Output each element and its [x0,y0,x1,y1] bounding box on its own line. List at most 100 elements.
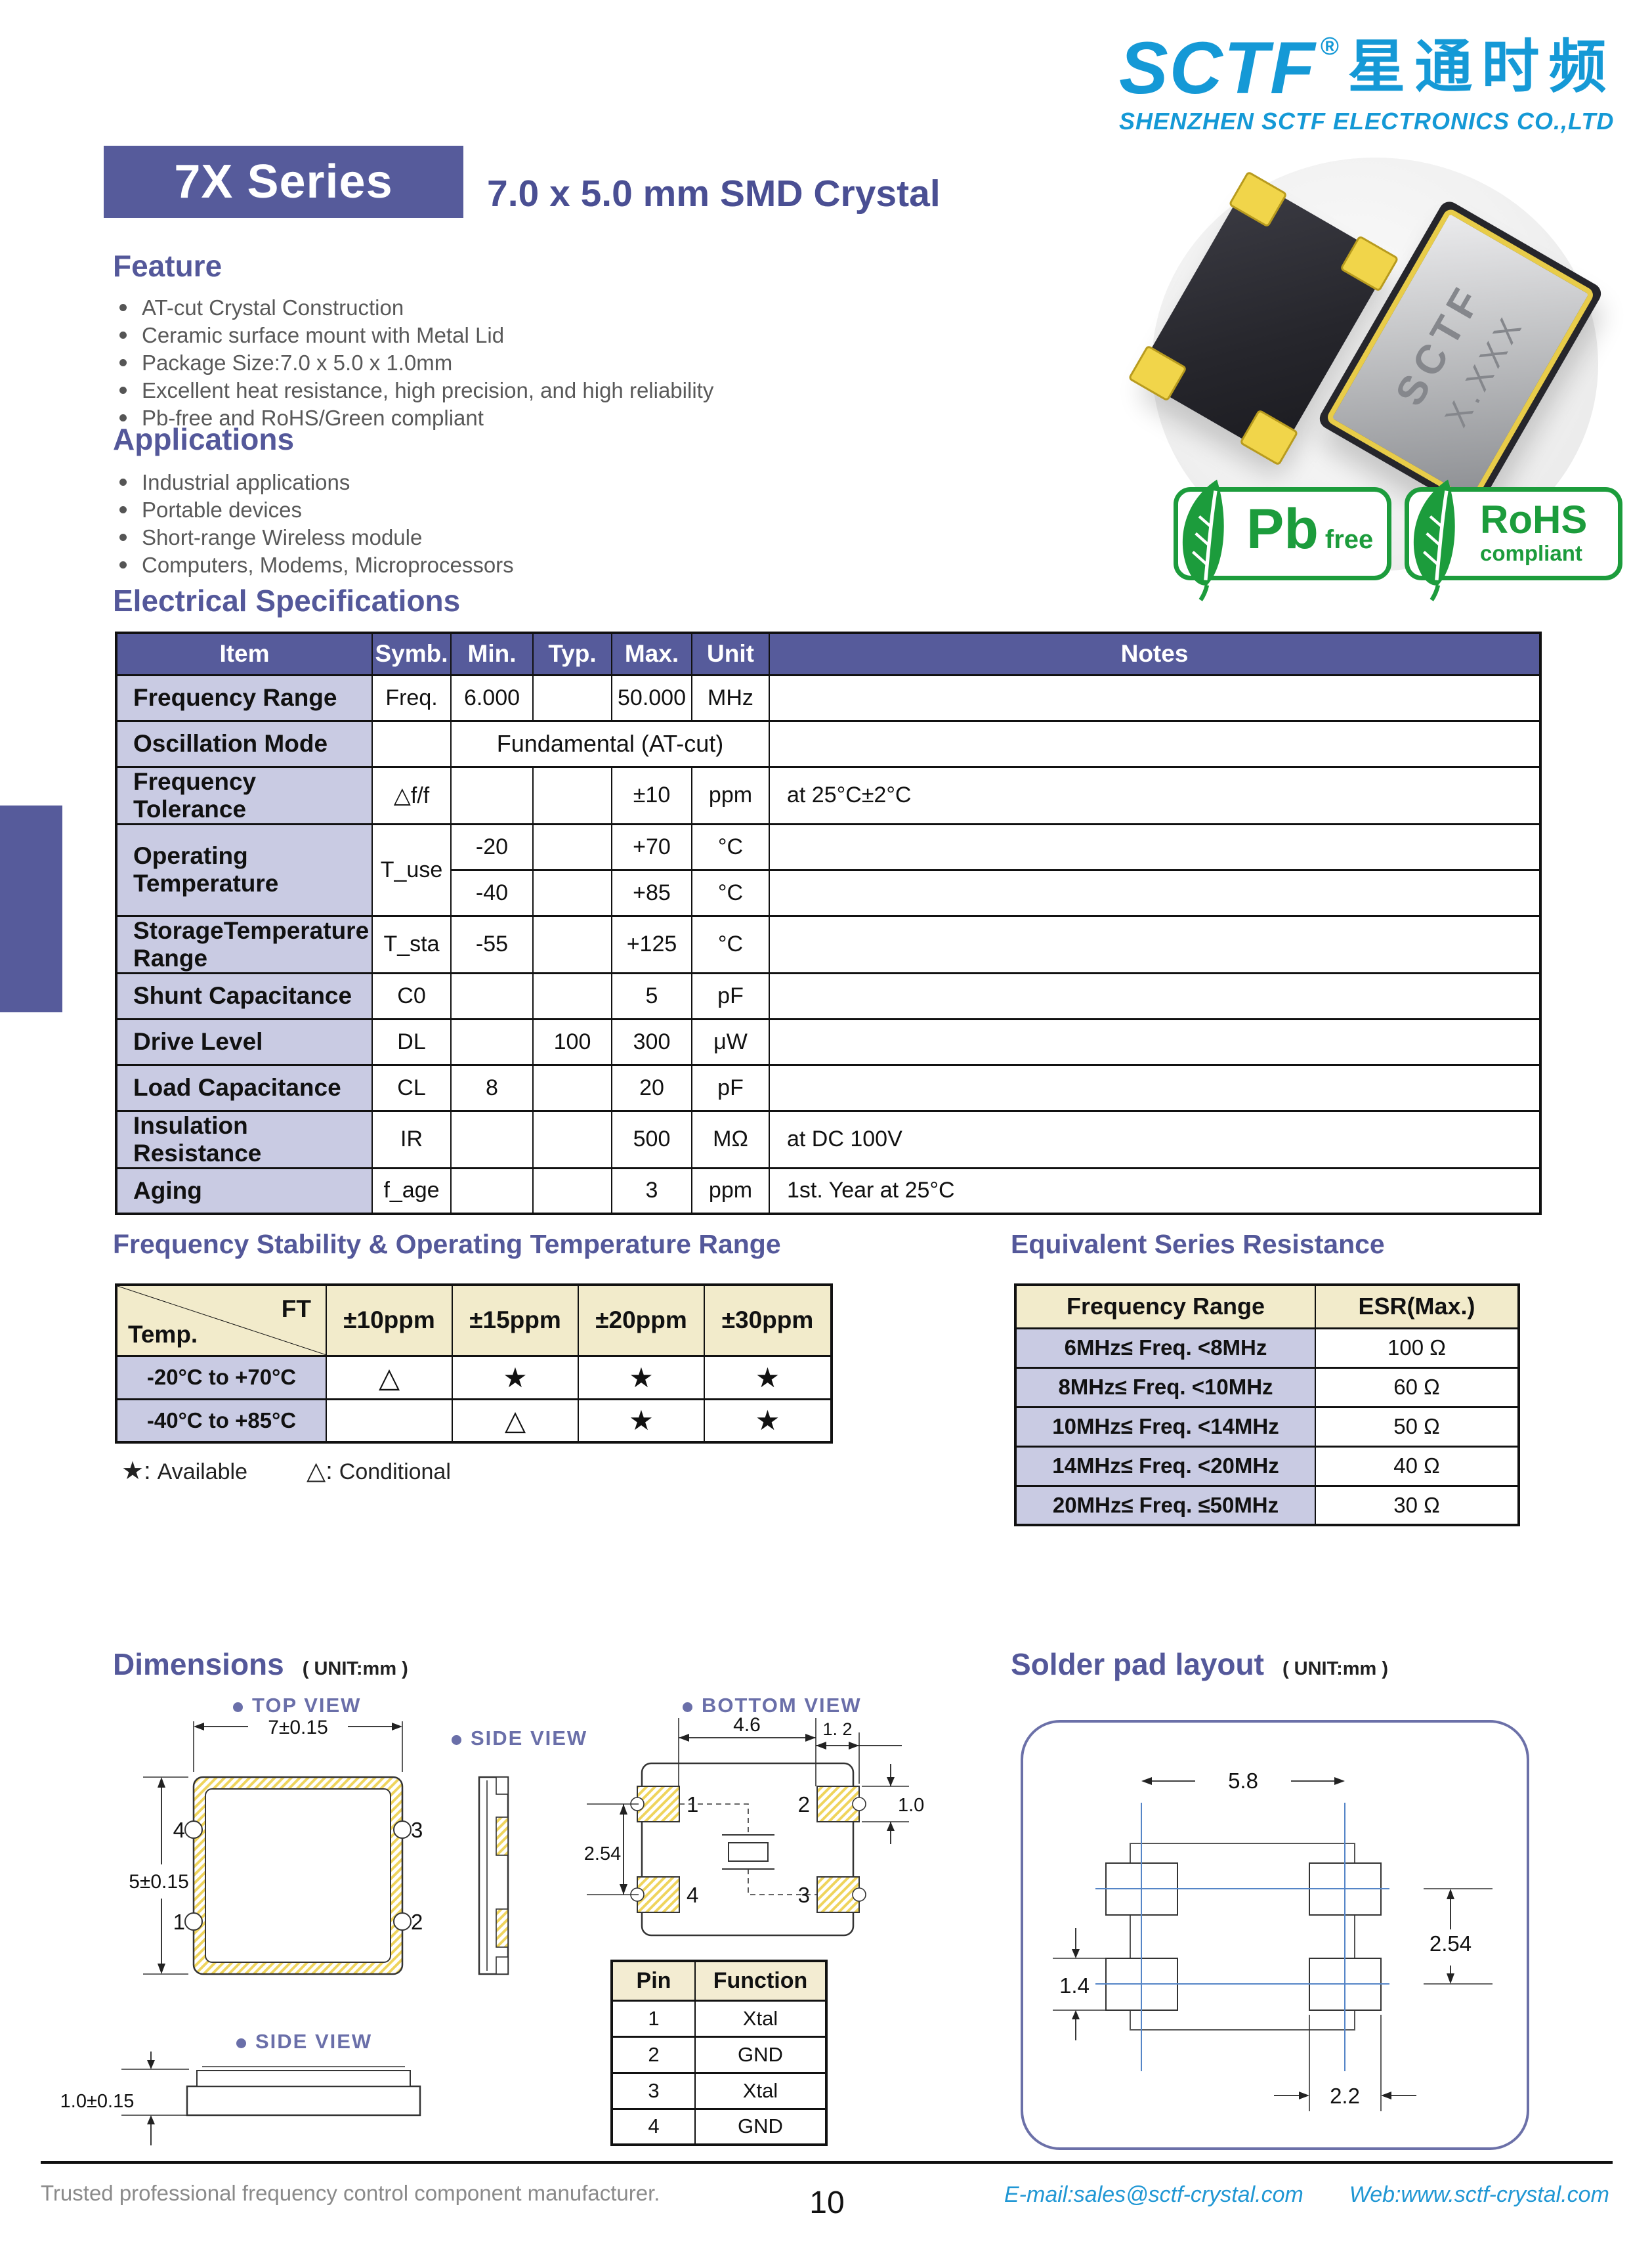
elec-unit-cell: MΩ [691,1109,770,1169]
solder-pitch-dim: 2.54 [1430,1931,1472,1956]
side-view2-label: SIDE VIEW [236,2030,372,2053]
logo-brand: SCTF [1119,27,1317,109]
rohs-text: RoHS compliant [1480,500,1587,567]
side-view-drawing [478,1776,509,1975]
bottom-pin-3: 3 [798,1883,810,1907]
elec-notes-cell [769,972,1541,1020]
elec-notes-cell [769,1018,1541,1066]
triangle-icon: △: [307,1457,333,1485]
solder-unit: ( UNIT:mm ) [1282,1658,1389,1679]
elec-symb-cell: f_age [371,1167,452,1215]
elec-min-cell: 8 [450,1064,534,1112]
elec-min-cell [450,765,534,825]
stability-header-row: FT Temp. ±10ppm ±15ppm ±20ppm ±30ppm [116,1283,832,1357]
footer-email: E-mail:sales@sctf-crystal.com [1004,2182,1303,2207]
elec-typ-cell [532,914,612,974]
elec-symb-cell: DL [371,1018,452,1066]
elec-typ-cell [532,1109,612,1169]
elec-min-cell [450,1167,534,1215]
pin-header-row: Pin Function [611,1960,827,2002]
footer-divider [41,2161,1613,2164]
top-pin-3: 3 [411,1818,423,1842]
stability-column-header: ±10ppm [326,1283,453,1357]
pin-column-header: Pin [611,1960,696,2002]
elec-typ-cell [532,972,612,1020]
elec-unit-cell: MHz [691,674,770,722]
elec-item-cell: Drive Level [116,1018,373,1066]
elec-unit-cell: ppm [691,765,770,825]
pin-function-table: Pin Function 1 Xtal 2 GND 3 Xtal 4 GND [610,1960,828,2146]
elec-row: Insulation Resistance IR 500 MΩ at DC 100V [116,1109,1541,1169]
elec-item-cell: Shunt Capacitance [116,972,373,1020]
top-height-dim: 5±0.15 [129,1871,189,1893]
pin-function-cell: Xtal [694,1999,827,2038]
pin-number-cell: 1 [611,1999,696,2038]
free-label: free [1324,525,1374,554]
elec-min-cell: -55 [450,914,534,974]
top-pin-4: 4 [173,1818,185,1842]
stability-row: -40°C to +85°C △ ★ ★ [116,1398,832,1444]
esr-range-cell: 6MHz≤ Freq. <8MHz [1015,1327,1316,1369]
footer-contacts: E-mail:sales@sctf-crystal.com Web:www.sct… [1004,2182,1609,2208]
stability-legend: ★: Available △: Conditional [121,1456,451,1486]
side-view2-drawing: 1.0±0.15 [60,2052,421,2145]
elec-item-cell: Insulation Resistance [116,1109,373,1169]
elec-notes-cell: at DC 100V [769,1109,1541,1169]
bottom-pin-4: 4 [687,1883,698,1907]
pin-row: 4 GND [611,2107,827,2146]
elec-row: StorageTemperature Range T_sta -55 +125 °C [116,914,1541,974]
crystal-pad [1128,345,1187,402]
applications-list: Industrial applications Portable devices S… [118,470,514,580]
esr-range-cell: 10MHz≤ Freq. <14MHz [1015,1406,1316,1448]
stability-availability-cell: ★ [578,1398,705,1444]
feature-item: Pb-free and RoHS/Green compliant [118,406,713,431]
dimensions-heading: Dimensions ( UNIT:mm ) [113,1646,408,1682]
elec-item-cell: StorageTemperature Range [116,914,373,974]
elec-typ-cell [532,869,612,917]
elec-notes-cell [769,674,1541,722]
elec-symb-cell: T_sta [371,914,452,974]
pin-column-header: Function [694,1960,827,2002]
top-pin-1: 1 [173,1910,185,1934]
stability-corner-temp: Temp. [128,1320,198,1348]
pb-label: Pb [1246,498,1319,561]
esr-value-cell: 50 Ω [1315,1406,1519,1448]
pin-function-cell: Xtal [694,2071,827,2110]
elec-notes-cell: 1st. Year at 25°C [769,1167,1541,1215]
elec-symb-cell [371,720,452,768]
elec-notes-cell: at 25°C±2°C [769,765,1541,825]
application-item: Short-range Wireless module [118,525,514,550]
elec-max-cell: 20 [611,1064,692,1112]
stability-availability-cell: ★ [452,1354,579,1400]
bottom-view-drawing: 1 2 4 3 4.6 1. 2 1.0 2.54 [584,1714,924,1937]
feature-item: Package Size:7.0 x 5.0 x 1.0mm [118,351,713,376]
side2-height-dim: 1.0±0.15 [60,2091,135,2112]
pb-free-badge: Pb free [1174,479,1391,601]
stability-corner-ft: FT [281,1295,311,1322]
applications-heading: Applications [113,422,295,456]
application-item: Computers, Modems, Microprocessors [118,553,514,578]
elec-typ-cell [532,823,612,871]
elec-item-cell: Aging [116,1167,373,1215]
elec-row: Frequency Tolerance △f/f ±10 ppm at 25°C±2°C [116,765,1541,825]
side-view-label: SIDE VIEW [452,1727,587,1750]
pin-function-cell: GND [694,2107,827,2146]
esr-value-cell: 100 Ω [1315,1327,1519,1369]
elec-row: Frequency Range Freq. 6.000 50.000 MHz [116,674,1541,722]
stability-row: -20°C to +70°C △ ★ ★ ★ [116,1354,832,1400]
stability-column-header: ±20ppm [578,1283,705,1357]
pin-row: 1 Xtal [611,1999,827,2038]
bottom-pitch-dim: 2.54 [584,1843,621,1864]
elec-merged-cell: Fundamental (AT-cut) [450,720,770,768]
esr-range-cell: 14MHz≤ Freq. <20MHz [1015,1445,1316,1487]
bottom-padheight-dim: 1.0 [898,1795,924,1816]
elec-symb-cell: C0 [371,972,452,1020]
elec-unit-cell: μW [691,1018,770,1066]
elec-typ-cell [532,674,612,722]
bottom-pin-2: 2 [798,1792,810,1816]
elec-unit-cell: °C [691,869,770,917]
page-number: 10 [809,2185,845,2220]
dimensions-unit: ( UNIT:mm ) [302,1658,408,1679]
stability-temp-range-cell: -20°C to +70°C [116,1354,327,1400]
